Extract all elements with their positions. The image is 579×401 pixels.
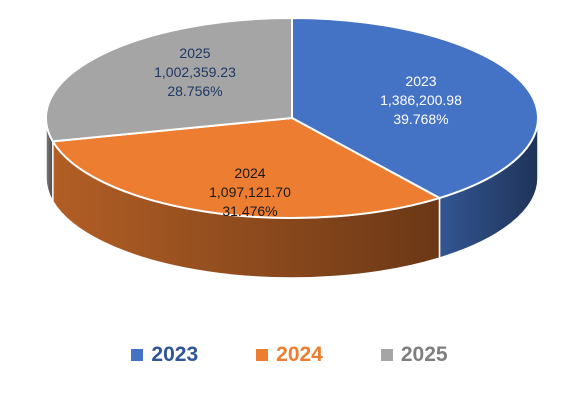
legend-label-2024: 2024 — [276, 343, 323, 366]
legend-swatch-2025 — [380, 349, 393, 361]
legend-label-2025: 2025 — [400, 343, 448, 366]
data-label-category-2025: 2025 — [179, 45, 210, 61]
chart-legend: 2023 2024 2025 — [0, 338, 579, 372]
pie-slice-2024 — [51, 116, 443, 219]
legend-swatch-2023 — [131, 349, 144, 361]
data-label-value-2025: 1,002,359.23 — [154, 64, 236, 80]
pie-chart-svg: 2023 1,386,200.98 39.768% 2024 1,097,121.70 3… — [45, 16, 539, 279]
data-label-value-2023: 1,386,200.98 — [380, 92, 462, 108]
data-label-percent-2023: 39.768% — [393, 111, 448, 127]
legend-swatch-2024 — [256, 349, 269, 361]
data-label-value-2024: 1,097,121.70 — [209, 184, 291, 200]
legend-label-2023: 2023 — [151, 343, 199, 366]
data-label-percent-2025: 28.756% — [167, 83, 222, 99]
data-label-percent-2024: 31.476% — [222, 203, 277, 219]
pie-slice-2023 — [291, 16, 539, 200]
legend-item-2025: 2025 — [380, 343, 448, 367]
data-label-category-2023: 2023 — [405, 73, 436, 89]
legend-item-2023: 2023 — [131, 343, 198, 367]
data-label-category-2024: 2024 — [234, 165, 265, 181]
pie-slice-2025 — [45, 16, 293, 143]
legend-item-2024: 2024 — [256, 343, 323, 367]
